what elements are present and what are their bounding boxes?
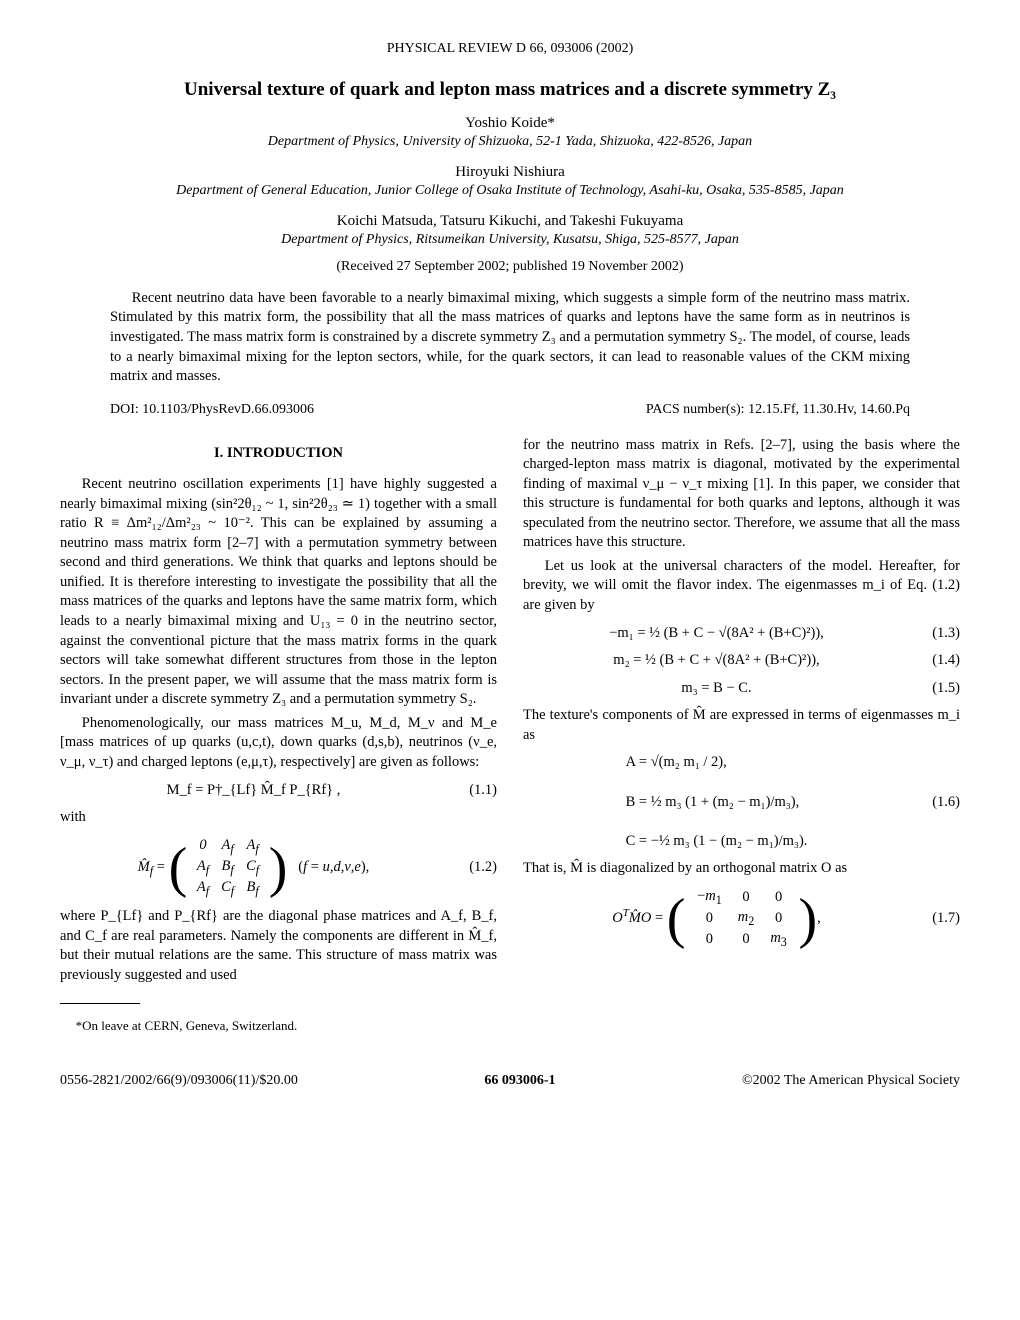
equation-1-6-B: B = ½ m₃ (1 + (m₂ − m₁)/m₃), (626, 794, 800, 810)
author-3-affiliation: Department of Physics, Ritsumeikan Unive… (60, 231, 960, 250)
paragraph-3: where P_{Lf} and P_{Rf} are the diagonal… (60, 907, 497, 985)
equation-1-1-number: (1.1) (447, 781, 497, 801)
equation-1-2-number: (1.2) (447, 858, 497, 878)
equation-1-3-body: −m₁ = ½ (B + C − √(8A² + (B+C)²)), (523, 624, 910, 644)
paragraph-6: The texture's components of M̂ are expre… (523, 706, 960, 745)
author-1-name: Yoshio Koide* (60, 113, 960, 133)
page-footer: 0556-2821/2002/66(9)/093006(11)/$20.00 6… (60, 1072, 960, 1091)
equation-1-6-number: (1.6) (910, 793, 960, 813)
equation-1-6-A: A = √(m₂ m₁ / 2), (626, 754, 727, 770)
equation-1-6-body: A = √(m₂ m₁ / 2), B = ½ m₃ (1 + (m₂ − m₁… (523, 753, 910, 851)
equation-1-7-number: (1.7) (910, 909, 960, 929)
doi-text: DOI: 10.1103/PhysRevD.66.093006 (110, 401, 314, 420)
equation-1-4-body: m₂ = ½ (B + C + √(8A² + (B+C)²)), (523, 651, 910, 671)
paragraph-7: That is, M̂ is diagonalized by an orthog… (523, 859, 960, 879)
footer-right: ©2002 The American Physical Society (742, 1072, 960, 1091)
equation-1-1: M_f = P†_{Lf} M̂_f P_{Rf} , (1.1) (60, 781, 497, 801)
two-column-body: I. INTRODUCTION Recent neutrino oscillat… (60, 436, 960, 1048)
footnote-text: *On leave at CERN, Geneva, Switzerland. (60, 1017, 497, 1035)
abstract-text: Recent neutrino data have been favorable… (110, 289, 910, 387)
equation-1-6: A = √(m₂ m₁ / 2), B = ½ m₃ (1 + (m₂ − m₁… (523, 753, 960, 851)
paragraph-2: Phenomenologically, our mass matrices M_… (60, 714, 497, 773)
equation-1-7: OTM̂O = ( −m100 0m20 00m3 ) , (1.7) (523, 887, 960, 951)
footer-center: 66 093006-1 (484, 1072, 555, 1091)
author-3-name: Koichi Matsuda, Tatsuru Kikuchi, and Tak… (60, 211, 960, 231)
equation-1-5: m₃ = B − C. (1.5) (523, 679, 960, 699)
doi-pacs-row: DOI: 10.1103/PhysRevD.66.093006 PACS num… (110, 401, 910, 420)
section-1-heading: I. INTRODUCTION (60, 444, 497, 464)
with-text: with (60, 808, 497, 828)
paper-title: Universal texture of quark and lepton ma… (60, 77, 960, 103)
equation-1-1-body: M_f = P†_{Lf} M̂_f P_{Rf} , (60, 781, 447, 801)
equation-1-4-number: (1.4) (910, 651, 960, 671)
equation-1-2-body: M̂f = ( 0AfAf AfBfCf AfCfBf ) (f = u,d,ν… (60, 836, 447, 900)
paragraph-5: Let us look at the universal characters … (523, 557, 960, 616)
equation-1-5-number: (1.5) (910, 679, 960, 699)
equation-1-2: M̂f = ( 0AfAf AfBfCf AfCfBf ) (f = u,d,ν… (60, 836, 497, 900)
received-line: (Received 27 September 2002; published 1… (60, 258, 960, 277)
footer-left: 0556-2821/2002/66(9)/093006(11)/$20.00 (60, 1072, 298, 1091)
paragraph-4: for the neutrino mass matrix in Refs. [2… (523, 436, 960, 553)
paragraph-1: Recent neutrino oscillation experiments … (60, 475, 497, 710)
author-2-affiliation: Department of General Education, Junior … (60, 182, 960, 201)
equation-1-6-C: C = −½ m₃ (1 − (m₂ − m₁)/m₃). (626, 833, 808, 849)
equation-1-4: m₂ = ½ (B + C + √(8A² + (B+C)²)), (1.4) (523, 651, 960, 671)
equation-1-3-number: (1.3) (910, 624, 960, 644)
author-1-affiliation: Department of Physics, University of Shi… (60, 133, 960, 152)
journal-header: PHYSICAL REVIEW D 66, 093006 (2002) (60, 40, 960, 59)
author-2-name: Hiroyuki Nishiura (60, 162, 960, 182)
footnote-rule (60, 1003, 140, 1004)
equation-1-5-body: m₃ = B − C. (523, 679, 910, 699)
equation-1-3: −m₁ = ½ (B + C − √(8A² + (B+C)²)), (1.3) (523, 624, 960, 644)
equation-1-7-body: OTM̂O = ( −m100 0m20 00m3 ) , (523, 887, 910, 951)
pacs-text: PACS number(s): 12.15.Ff, 11.30.Hv, 14.6… (646, 401, 910, 420)
